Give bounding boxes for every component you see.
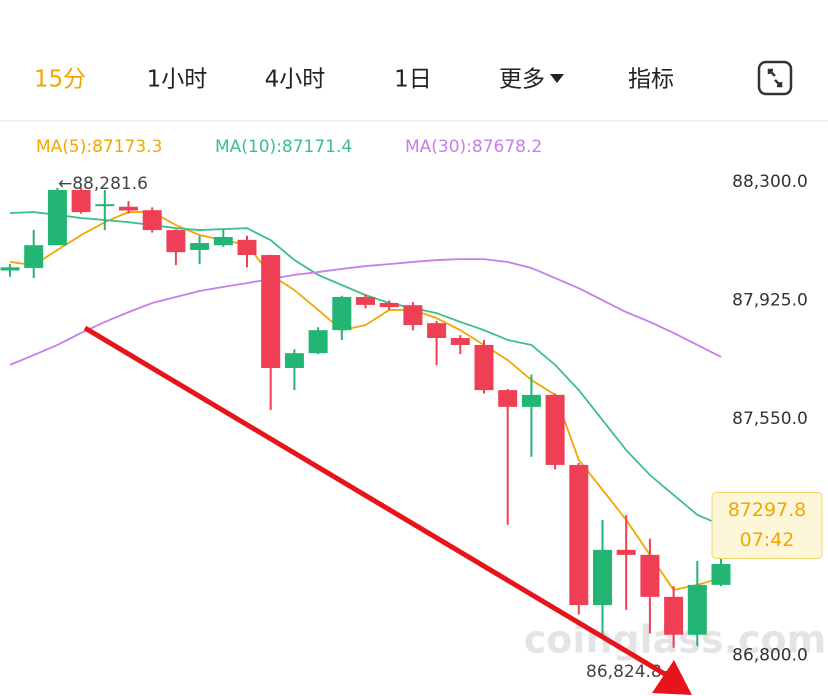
candle-body (356, 296, 375, 305)
candle-body (308, 330, 328, 354)
tab[interactable]: 1小时 (147, 67, 208, 93)
candle-body (450, 338, 470, 345)
candle-body (379, 302, 399, 308)
tab[interactable]: 1日 (394, 67, 432, 93)
tab[interactable]: 4小时 (265, 67, 326, 93)
candle-body (0, 267, 20, 271)
fullscreen-icon[interactable] (757, 60, 793, 96)
candle-body (284, 353, 304, 369)
y-tick-label: 86,800.0 (732, 646, 808, 666)
candle-body (142, 210, 162, 231)
candle-body (569, 464, 589, 606)
price-tag-value: 87297.8 (728, 499, 807, 521)
legend-entry: MA(30):87678.2 (405, 137, 542, 157)
candle-body (119, 206, 138, 211)
dropdown-arrow[interactable] (550, 74, 564, 83)
tab[interactable]: 15分 (34, 67, 86, 93)
high-label: ←88,281.6 (58, 174, 148, 194)
ma-line (9, 258, 722, 366)
legend-entry: MA(5):87173.3 (36, 137, 162, 157)
candle-body (664, 596, 684, 635)
candle-body (237, 239, 257, 256)
candle-body (427, 323, 447, 339)
y-tick-label: 88,300.0 (732, 172, 808, 192)
candle-body (521, 394, 541, 407)
candle-body (95, 204, 115, 207)
candle-body (71, 189, 91, 213)
candle-body (711, 564, 731, 585)
candle-body (261, 255, 281, 369)
legend-entry: MA(10):87171.4 (215, 137, 352, 157)
candle-body (545, 394, 565, 465)
annotation-arrow (83, 325, 670, 679)
candle-body (24, 245, 44, 268)
tab[interactable]: 更多 (499, 67, 545, 93)
countdown: 07:42 (740, 529, 795, 551)
candle-body (593, 549, 612, 606)
candle-body (640, 554, 660, 597)
candle-body (474, 344, 494, 391)
ma-line (9, 211, 722, 526)
candle-body (47, 189, 67, 246)
tab[interactable]: 指标 (628, 67, 674, 93)
candle-body (687, 584, 707, 635)
plot: coinglass.com88,300.087,925.087,550.087,… (0, 137, 826, 682)
price-tag (711, 491, 823, 559)
candle-body (403, 305, 423, 326)
candle-body (166, 230, 186, 253)
y-tick-label: 87,925.0 (732, 290, 808, 310)
candle-body (498, 390, 518, 407)
candle-body (190, 243, 210, 250)
ma-line (9, 211, 722, 591)
annotation-arrowhead (652, 660, 692, 695)
candle-body (332, 296, 352, 331)
candle-body (616, 549, 636, 555)
y-tick-label: 87,550.0 (732, 409, 808, 429)
candle-body (213, 237, 233, 246)
